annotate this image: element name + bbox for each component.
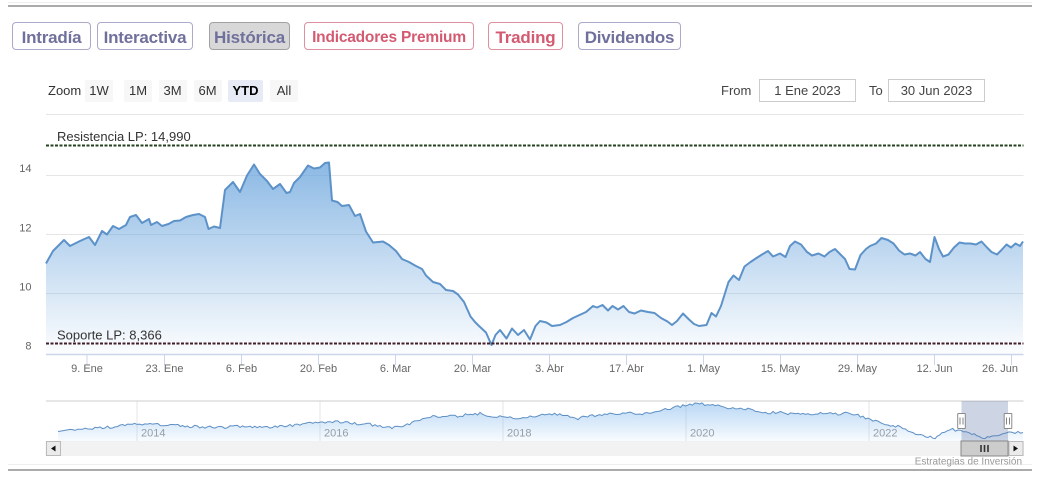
svg-text:8: 8 xyxy=(25,341,31,353)
svg-text:Estrategias de Inversión: Estrategias de Inversión xyxy=(915,457,1022,468)
svg-text:6. Mar: 6. Mar xyxy=(380,363,412,375)
svg-text:14: 14 xyxy=(19,163,31,175)
svg-text:23. Ene: 23. Ene xyxy=(146,363,184,375)
svg-text:Soporte LP: 8,366: Soporte LP: 8,366 xyxy=(57,328,162,343)
svg-text:17. Abr: 17. Abr xyxy=(609,363,644,375)
svg-text:15. May: 15. May xyxy=(761,363,801,375)
svg-text:10: 10 xyxy=(19,282,31,294)
svg-text:6. Feb: 6. Feb xyxy=(226,363,257,375)
svg-text:12. Jun: 12. Jun xyxy=(916,363,952,375)
svg-text:12: 12 xyxy=(19,223,31,235)
svg-text:9. Ene: 9. Ene xyxy=(71,363,103,375)
svg-text:1. May: 1. May xyxy=(687,363,721,375)
svg-text:3. Abr: 3. Abr xyxy=(535,363,564,375)
svg-text:20. Feb: 20. Feb xyxy=(300,363,337,375)
svg-text:29. May: 29. May xyxy=(838,363,878,375)
svg-text:26. Jun: 26. Jun xyxy=(982,363,1018,375)
svg-text:20. Mar: 20. Mar xyxy=(454,363,492,375)
svg-text:Resistencia LP: 14,990: Resistencia LP: 14,990 xyxy=(57,129,191,144)
